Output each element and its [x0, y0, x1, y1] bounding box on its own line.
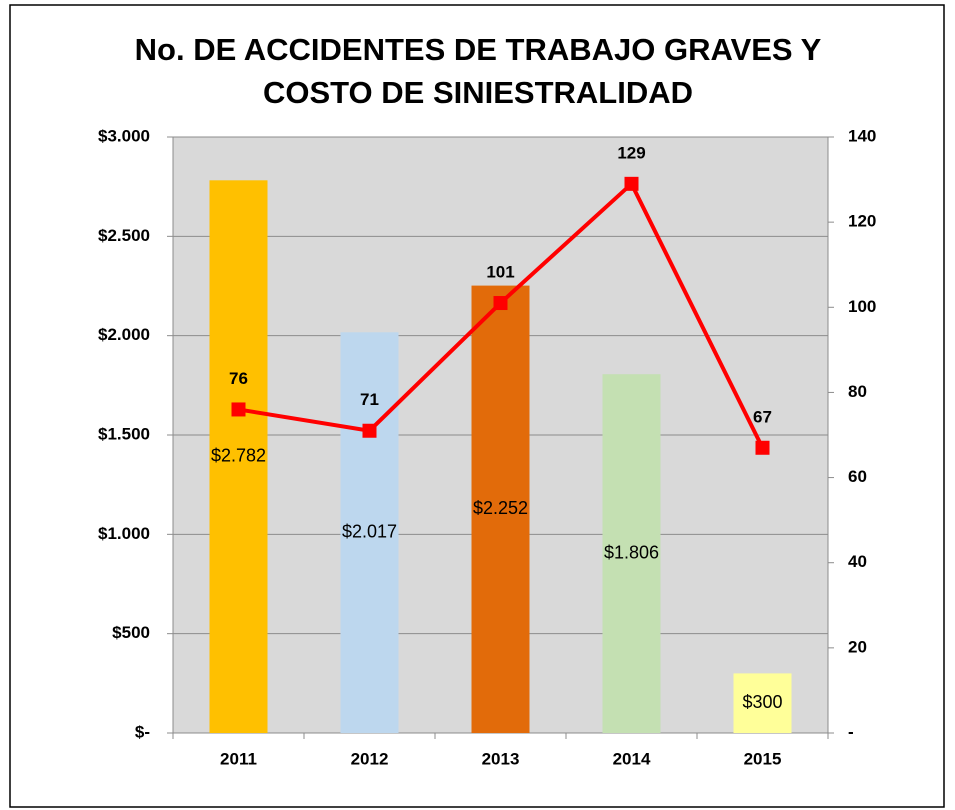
y-tick-label: $2.500	[98, 226, 150, 245]
line-marker	[362, 423, 377, 438]
y2-tick-label: 20	[848, 637, 867, 656]
y2-tick-label: 80	[848, 382, 867, 401]
bar	[340, 332, 399, 733]
bar-value-label: $300	[742, 692, 782, 712]
line-value-label: 76	[229, 369, 248, 388]
bar	[471, 285, 530, 733]
y2-tick-label: -	[848, 722, 854, 741]
x-tick-label: 2015	[744, 749, 782, 768]
bar-value-label: $2.252	[473, 498, 528, 518]
y2-tick-label: 120	[848, 212, 876, 231]
y2-tick-label: 60	[848, 467, 867, 486]
line-value-label: 71	[360, 390, 379, 409]
bar	[733, 673, 792, 733]
y-tick-label: $-	[135, 722, 150, 741]
x-tick-label: 2011	[220, 749, 257, 768]
y2-tick-label: 140	[848, 126, 876, 145]
bar-value-label: $2.017	[342, 521, 397, 541]
line-value-label: 101	[486, 263, 514, 282]
chart-title: COSTO DE SINIESTRALIDAD	[263, 75, 693, 110]
line-marker	[493, 296, 508, 311]
y-tick-label: $2.000	[98, 325, 150, 344]
x-tick-label: 2014	[613, 749, 651, 768]
bar	[209, 180, 268, 733]
line-marker	[755, 440, 770, 455]
line-value-label: 67	[753, 407, 772, 426]
y-tick-label: $3.000	[98, 126, 150, 145]
chart-title: No. DE ACCIDENTES DE TRABAJO GRAVES Y	[135, 32, 822, 67]
bar	[602, 374, 661, 733]
bar-value-label: $2.782	[211, 445, 266, 465]
y2-tick-label: 40	[848, 552, 867, 571]
line-marker	[231, 402, 246, 417]
bar-value-label: $1.806	[604, 542, 659, 562]
line-value-label: 129	[617, 143, 645, 162]
y-tick-label: $1.000	[98, 524, 150, 543]
y-tick-label: $500	[112, 623, 150, 642]
y-tick-label: $1.500	[98, 424, 150, 443]
line-marker	[624, 176, 639, 191]
x-tick-label: 2012	[351, 749, 389, 768]
y2-tick-label: 100	[848, 297, 876, 316]
x-tick-label: 2013	[482, 749, 520, 768]
